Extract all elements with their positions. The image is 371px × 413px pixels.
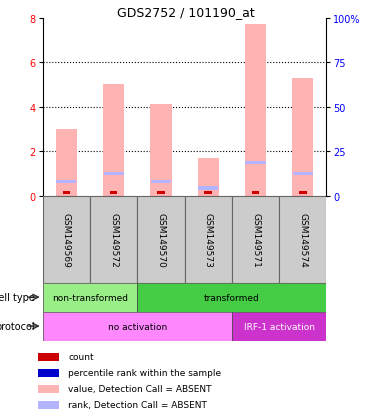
- Bar: [299, 192, 306, 195]
- Text: rank, Detection Call = ABSENT: rank, Detection Call = ABSENT: [68, 401, 207, 409]
- Bar: [137, 196, 185, 283]
- Bar: [56, 130, 77, 196]
- Bar: [38, 353, 59, 361]
- Text: GSM149573: GSM149573: [204, 212, 213, 267]
- Text: cell type: cell type: [0, 292, 35, 302]
- Text: IRF-1 activation: IRF-1 activation: [244, 322, 315, 331]
- Text: transformed: transformed: [204, 293, 260, 302]
- Bar: [279, 196, 326, 283]
- Text: count: count: [68, 353, 94, 361]
- Bar: [43, 196, 90, 283]
- Bar: [137, 283, 326, 312]
- Text: GSM149570: GSM149570: [157, 212, 165, 267]
- Bar: [38, 369, 59, 377]
- Text: value, Detection Call = ABSENT: value, Detection Call = ABSENT: [68, 385, 211, 394]
- Bar: [110, 192, 117, 195]
- Text: non-transformed: non-transformed: [52, 293, 128, 302]
- Text: no activation: no activation: [108, 322, 167, 331]
- Bar: [56, 180, 76, 183]
- Bar: [43, 312, 232, 341]
- Bar: [43, 283, 137, 312]
- Text: GSM149569: GSM149569: [62, 212, 71, 267]
- Bar: [292, 78, 313, 196]
- Bar: [232, 196, 279, 283]
- Bar: [232, 312, 326, 341]
- Text: GSM149571: GSM149571: [251, 212, 260, 267]
- Bar: [204, 192, 212, 195]
- Bar: [245, 25, 266, 196]
- Text: GSM149572: GSM149572: [109, 212, 118, 267]
- Text: percentile rank within the sample: percentile rank within the sample: [68, 368, 221, 377]
- Bar: [103, 85, 124, 196]
- Bar: [185, 196, 232, 283]
- Bar: [38, 385, 59, 393]
- Bar: [151, 180, 171, 183]
- Bar: [104, 172, 124, 176]
- Bar: [245, 161, 266, 164]
- Bar: [198, 159, 219, 196]
- Bar: [293, 172, 313, 176]
- Bar: [252, 192, 259, 195]
- Bar: [157, 192, 165, 195]
- Bar: [38, 401, 59, 409]
- Text: GDS2752 / 101190_at: GDS2752 / 101190_at: [116, 6, 255, 19]
- Text: GSM149574: GSM149574: [298, 212, 307, 267]
- Bar: [63, 192, 70, 195]
- Bar: [150, 105, 171, 196]
- Bar: [198, 187, 219, 190]
- Text: protocol: protocol: [0, 321, 35, 331]
- Bar: [90, 196, 137, 283]
